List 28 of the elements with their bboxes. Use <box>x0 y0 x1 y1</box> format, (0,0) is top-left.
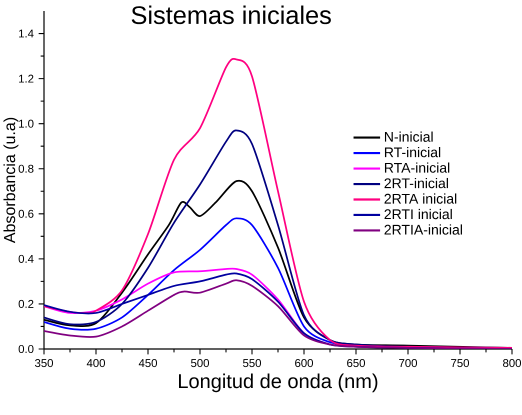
y-tick-label: 0.8 <box>18 164 34 173</box>
x-axis-title: Longitud de onda (nm) <box>179 374 378 392</box>
y-tick-label: 1.0 <box>19 120 34 128</box>
x-tick-label: 550 <box>243 359 262 368</box>
legend-label: 2RTA inicial <box>384 193 456 204</box>
legend-label: 2RTIA-inicial <box>384 224 462 235</box>
y-tick-label: 0.4 <box>18 254 34 263</box>
y-tick-label: 0.0 <box>18 344 34 354</box>
x-tick-label: 800 <box>503 359 522 368</box>
y-tick-label: 0.2 <box>18 300 34 308</box>
x-tick-label: 450 <box>138 359 158 368</box>
chart-title: Sistemas iniciales <box>132 6 331 24</box>
x-tick-label: 500 <box>191 359 210 368</box>
legend-label: RTA-inicial <box>384 162 450 173</box>
y-axis-title: Absorbancia (u.a) <box>3 118 18 244</box>
x-tick-label: 650 <box>347 359 366 368</box>
x-tick-label: 700 <box>399 359 418 368</box>
y-tick-label: 1.4 <box>19 30 34 38</box>
y-tick-label: 0.6 <box>18 210 34 218</box>
legend-label: RT-inicial <box>384 147 440 158</box>
x-tick-label: 600 <box>295 359 314 368</box>
x-tick-label: 750 <box>451 359 470 368</box>
x-tick-label: 350 <box>34 359 54 368</box>
legend-label: 2RT-inicial <box>384 178 448 188</box>
legend-label: 2RTI inicial <box>384 208 452 220</box>
y-tick-label: 1.2 <box>19 74 34 83</box>
x-tick-label: 400 <box>86 359 106 368</box>
legend-label: N-inicial <box>384 132 433 142</box>
